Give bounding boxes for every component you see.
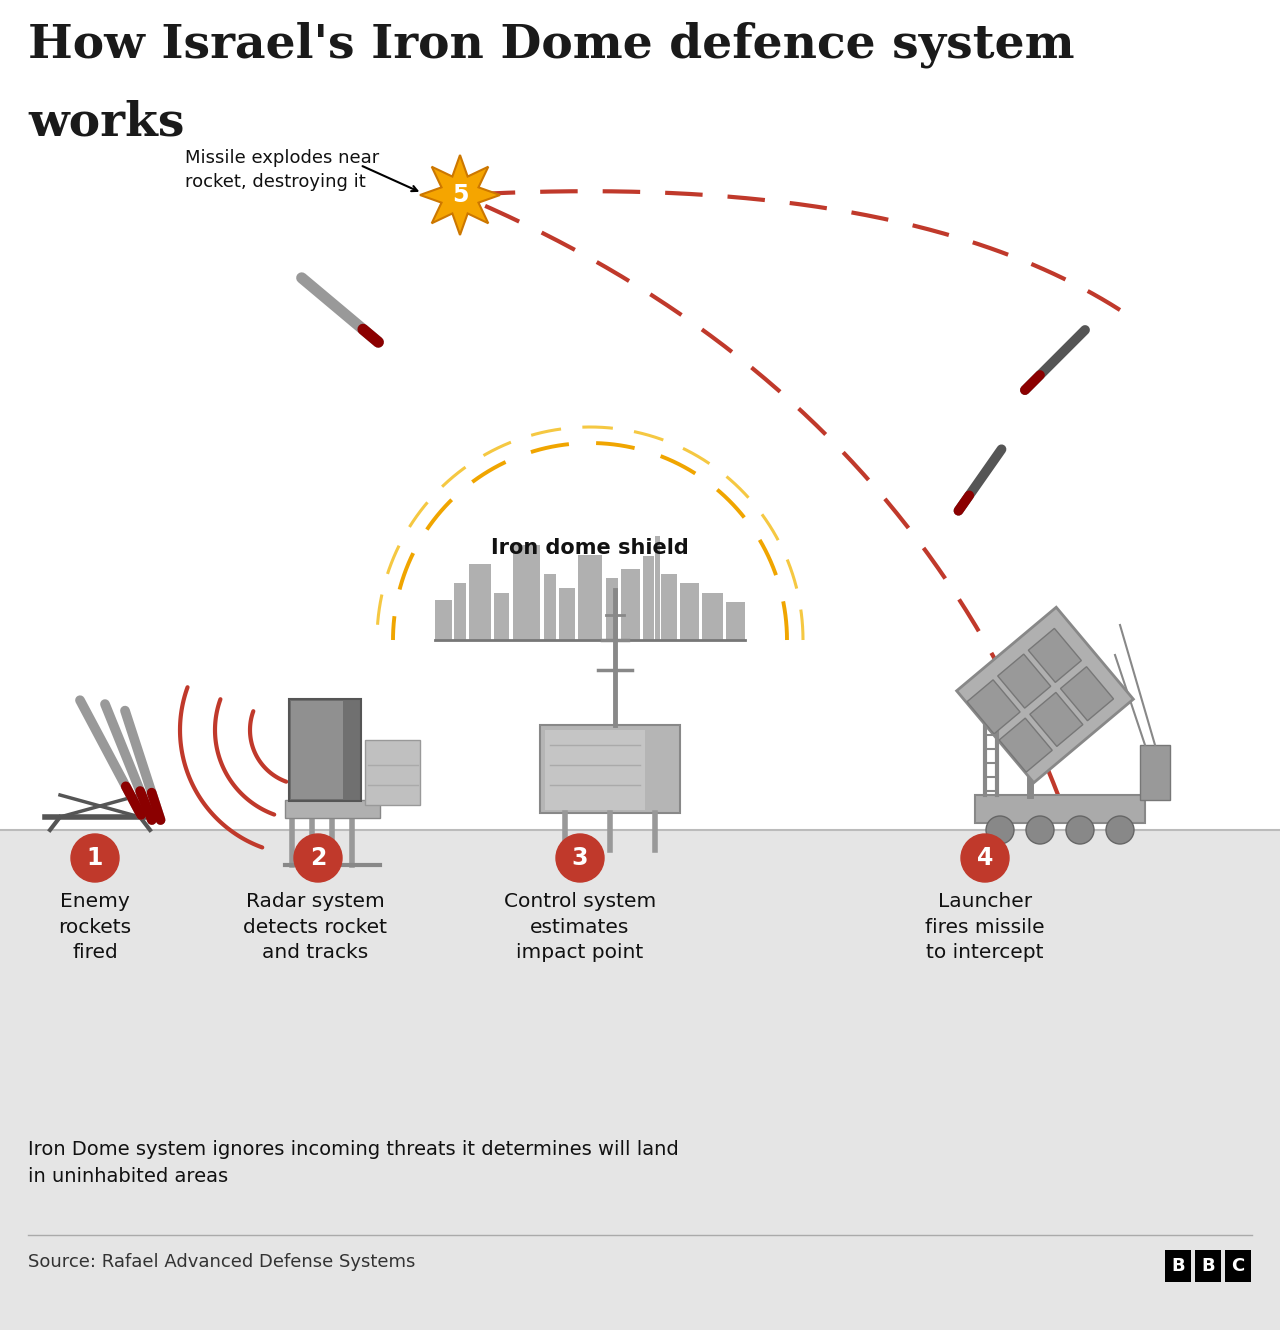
Circle shape <box>986 817 1014 845</box>
Bar <box>1225 1250 1251 1282</box>
Text: Radar system
detects rocket
and tracks: Radar system detects rocket and tracks <box>243 892 387 963</box>
Circle shape <box>1106 817 1134 845</box>
Circle shape <box>556 834 604 882</box>
Bar <box>453 583 466 640</box>
Text: 3: 3 <box>572 846 589 870</box>
Bar <box>727 602 745 640</box>
Circle shape <box>1066 817 1094 845</box>
Bar <box>577 555 603 640</box>
Bar <box>701 592 723 640</box>
Bar <box>621 569 640 640</box>
Polygon shape <box>956 608 1133 783</box>
Bar <box>435 600 452 640</box>
Bar <box>643 556 654 640</box>
Text: B: B <box>1201 1257 1215 1275</box>
Bar <box>512 545 540 640</box>
Text: C: C <box>1231 1257 1244 1275</box>
Text: 2: 2 <box>310 846 326 870</box>
Text: How Israel's Iron Dome defence system: How Israel's Iron Dome defence system <box>28 23 1075 69</box>
Polygon shape <box>968 680 1020 734</box>
Text: 1: 1 <box>87 846 104 870</box>
Polygon shape <box>1000 718 1052 773</box>
FancyBboxPatch shape <box>291 701 343 799</box>
Text: Source: Rafael Advanced Defense Systems: Source: Rafael Advanced Defense Systems <box>28 1253 416 1271</box>
Bar <box>975 795 1146 823</box>
Bar <box>655 536 659 640</box>
Polygon shape <box>997 654 1051 708</box>
Bar <box>605 579 618 640</box>
Text: Iron dome shield: Iron dome shield <box>492 537 689 557</box>
Polygon shape <box>1060 666 1114 721</box>
Polygon shape <box>1030 693 1083 746</box>
Circle shape <box>1027 817 1053 845</box>
Text: Launcher
fires missile
to intercept: Launcher fires missile to intercept <box>925 892 1044 963</box>
Bar <box>1165 1250 1190 1282</box>
Bar <box>285 801 380 818</box>
Bar <box>1140 745 1170 801</box>
Bar <box>559 588 575 640</box>
Bar <box>1196 1250 1221 1282</box>
Circle shape <box>70 834 119 882</box>
Text: 5: 5 <box>452 184 468 207</box>
Bar <box>662 573 677 640</box>
Text: Control system
estimates
impact point: Control system estimates impact point <box>504 892 657 963</box>
Text: Iron Dome system ignores incoming threats it determines will land
in uninhabited: Iron Dome system ignores incoming threat… <box>28 1140 678 1185</box>
FancyBboxPatch shape <box>289 700 361 801</box>
Text: works: works <box>28 100 184 146</box>
Bar <box>0 830 1280 1330</box>
Circle shape <box>961 834 1009 882</box>
Circle shape <box>294 834 342 882</box>
Bar <box>545 730 645 810</box>
Bar <box>544 573 556 640</box>
Text: 4: 4 <box>977 846 993 870</box>
Text: Enemy
rockets
fired: Enemy rockets fired <box>59 892 132 963</box>
Text: B: B <box>1171 1257 1185 1275</box>
Bar <box>540 725 680 813</box>
Bar <box>494 592 509 640</box>
Polygon shape <box>1028 628 1082 682</box>
Bar <box>468 564 490 640</box>
Text: Missile explodes near
rocket, destroying it: Missile explodes near rocket, destroying… <box>186 149 379 190</box>
Bar <box>365 739 420 805</box>
Bar <box>680 583 699 640</box>
Polygon shape <box>420 156 500 235</box>
